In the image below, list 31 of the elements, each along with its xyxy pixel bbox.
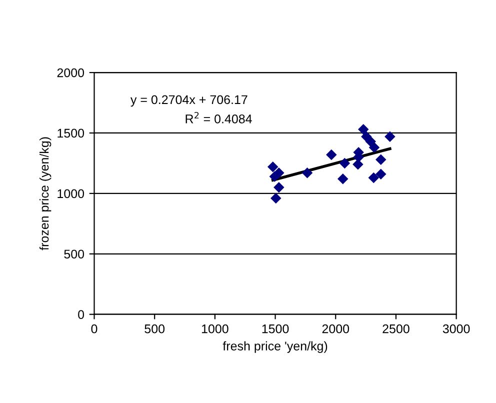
x-tick-label: 0 <box>91 324 98 334</box>
point <box>326 149 337 160</box>
x-tick-label: 2000 <box>322 324 350 334</box>
point <box>352 159 364 170</box>
point <box>302 168 313 178</box>
y-axis-title: frozen price (yen/kg) <box>40 137 52 250</box>
point <box>270 192 282 204</box>
x-tick-label: 3000 <box>442 324 470 334</box>
x-tick-label: 1000 <box>202 324 228 334</box>
y-tick-label: 1500 <box>58 128 84 138</box>
x-tick-label: 1500 <box>262 324 289 334</box>
y-tick-label: 2000 <box>57 68 84 78</box>
point <box>267 161 278 172</box>
point <box>358 124 369 135</box>
point <box>274 182 284 193</box>
point <box>368 172 380 184</box>
point <box>368 142 380 153</box>
point <box>376 154 386 165</box>
point <box>384 131 396 142</box>
x-axis-title: fresh price 'yen/kg) <box>222 341 328 353</box>
y-tick-label: 1000 <box>58 189 84 198</box>
point <box>274 168 284 178</box>
annotation: R$^{2}$ = 0.4084 <box>186 112 252 124</box>
annotation: y = 0.2704x + 706.17 <box>130 95 248 107</box>
y-tick-label: 500 <box>64 250 84 259</box>
x-tick-label: 2500 <box>382 324 410 334</box>
y-tick-label: 0 <box>78 310 84 319</box>
point <box>376 168 386 180</box>
point <box>337 174 348 184</box>
point <box>339 158 350 169</box>
x-tick-label: 500 <box>144 324 165 334</box>
